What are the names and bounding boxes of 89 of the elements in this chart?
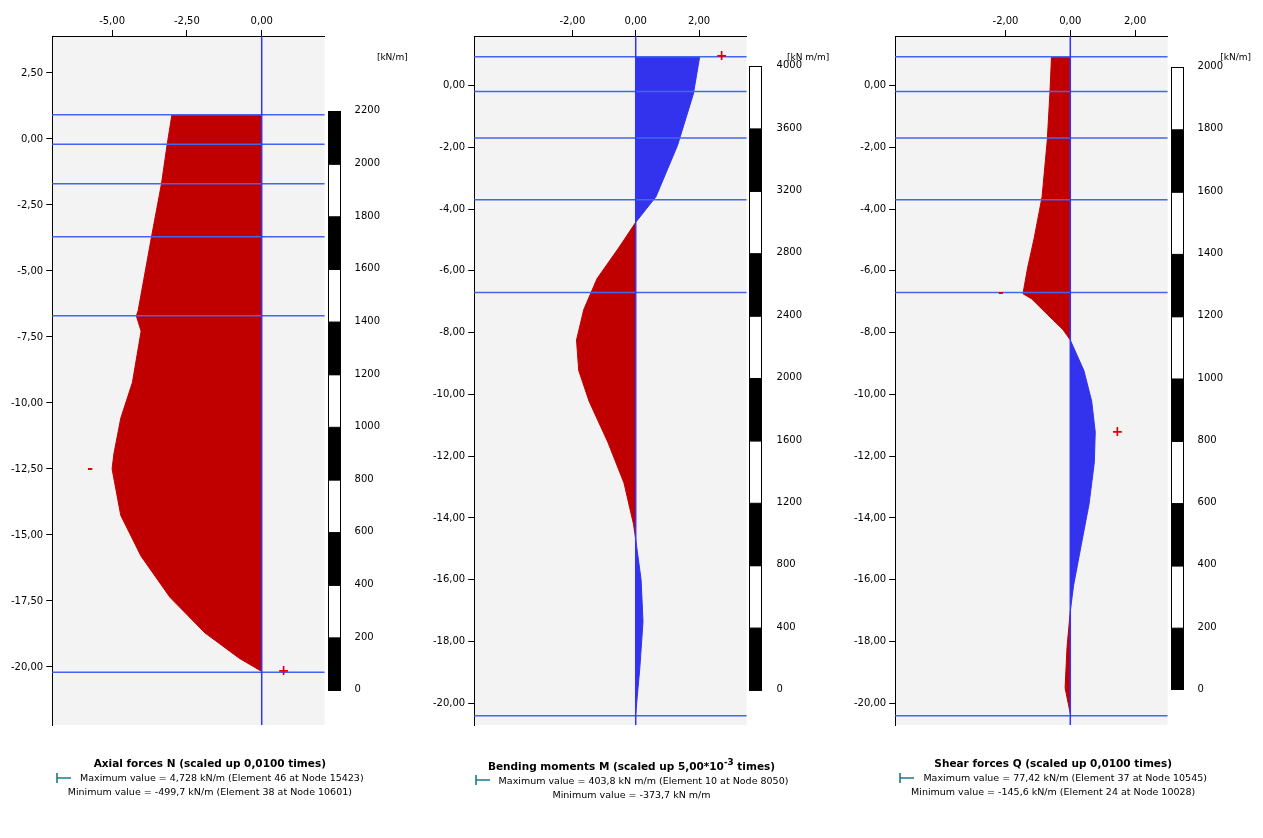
y2-tick-label: 0: [776, 683, 783, 695]
y2-tick-label: 1400: [1197, 247, 1224, 259]
y2-tick-label: 2000: [776, 371, 802, 383]
y2-tick-label: 1400: [354, 314, 380, 326]
text: Minimum value = -373,7 kN m/m: [552, 788, 711, 800]
x-tick-label: -2,00: [559, 14, 586, 26]
y2-tick-label: 800: [1197, 433, 1217, 445]
y2-tick-label: 1600: [776, 433, 802, 445]
y2-tick-label: 2800: [776, 246, 802, 258]
y-tick-label: -15,00: [10, 528, 44, 540]
text: Minimum value = -499,7 kN/m (Element 38 at Node 10601): [67, 786, 352, 797]
y2-tick-label: 1800: [354, 209, 380, 221]
y-tick-label: 0,00: [864, 79, 887, 91]
y-tick-label: -12,00: [854, 449, 887, 461]
y-tick-label: -2,50: [17, 198, 44, 210]
y-tick-label: -16,00: [854, 573, 887, 585]
x-tick-label: 2,00: [687, 14, 710, 26]
text: Maximum value = 403,8 kN m/m (Element 10 at Node 8050): [498, 774, 789, 786]
x-tick-label: 0,00: [1059, 14, 1082, 26]
y-tick-label: -20,00: [432, 696, 465, 708]
y2-tick-label: 200: [1197, 620, 1217, 632]
x-tick-label: 2,00: [1124, 14, 1147, 26]
y2-tick-label: 3200: [776, 184, 802, 196]
text: Shear forces Q (scaled up 0,0100 times): [933, 757, 1173, 769]
x-tick-label: 0,00: [250, 14, 273, 26]
y-tick-label: -4,00: [439, 202, 465, 214]
y-tick-label: -10,00: [854, 388, 887, 399]
y2-tick-label: 2000: [1197, 60, 1224, 72]
y-tick-label: -18,00: [432, 635, 465, 647]
y-tick-label: -6,00: [860, 264, 887, 276]
y-tick-label: -17,50: [10, 594, 44, 606]
y2-tick-label: 1800: [1197, 122, 1224, 134]
y-tick-label: -16,00: [432, 573, 465, 585]
y-tick-label: -20,00: [854, 696, 887, 708]
y-tick-label: -6,00: [439, 264, 465, 276]
y-tick-label: -8,00: [860, 326, 887, 338]
y-tick-label: -12,50: [10, 462, 44, 474]
y2-tick-label: 4000: [776, 59, 802, 71]
y-tick-label: -2,00: [439, 140, 465, 152]
y-tick-label: 0,00: [442, 79, 465, 91]
y2-tick-label: 1200: [354, 367, 380, 379]
y2-tick-label: 200: [354, 630, 374, 642]
text: Axial forces N (scaled up 0,0100 times): [92, 757, 327, 769]
y2-tick-label: 1200: [1197, 309, 1224, 321]
annotation: +: [1111, 422, 1124, 439]
y2-tick-label: 600: [354, 525, 374, 537]
y2-axis-title: [kN/m]: [1220, 52, 1252, 62]
y2-tick-label: 3600: [776, 121, 802, 133]
annotation: -: [998, 284, 1005, 301]
y2-tick-label: 0: [1197, 683, 1205, 695]
y-tick-label: -14,00: [432, 511, 465, 523]
text: Maximum value = 4,728 kN/m (Element 46 at Node 15423): [80, 772, 364, 783]
y2-tick-label: 400: [354, 578, 374, 590]
y-tick-label: -10,00: [432, 388, 465, 399]
y-tick-label: -10,00: [10, 396, 44, 408]
y2-tick-label: 1000: [1197, 371, 1224, 383]
y2-tick-label: 1600: [354, 262, 380, 274]
y2-tick-label: 600: [1197, 496, 1217, 508]
y2-tick-label: 2200: [354, 104, 380, 116]
y-tick-label: -20,00: [10, 660, 44, 672]
y-tick-label: -18,00: [854, 635, 887, 647]
y-tick-label: -14,00: [854, 511, 887, 523]
y2-axis-title: [kN/m]: [376, 52, 408, 62]
y-tick-label: -7,50: [17, 330, 44, 342]
y2-tick-label: 1200: [776, 496, 802, 507]
y2-tick-label: 800: [354, 472, 374, 484]
y2-tick-label: 1000: [354, 420, 380, 432]
x-tick-label: -2,00: [992, 14, 1019, 26]
y2-tick-label: 800: [776, 558, 796, 570]
x-tick-label: 0,00: [624, 14, 647, 26]
y2-tick-label: 0: [354, 683, 361, 695]
y-tick-label: -5,00: [17, 264, 44, 276]
annotation: -: [87, 459, 94, 476]
text: Maximum value = 77,42 kN/m (Element 37 at Node 10545): [923, 772, 1207, 783]
y2-tick-label: 1600: [1197, 184, 1224, 196]
y-tick-label: 0,00: [20, 132, 44, 144]
y2-tick-label: 2000: [354, 156, 380, 168]
y-tick-label: -8,00: [439, 326, 465, 338]
x-tick-label: -2,50: [173, 14, 200, 26]
y-tick-label: -12,00: [432, 449, 465, 461]
y2-tick-label: 400: [776, 620, 796, 632]
text: Bending moments M (scaled up 5,00*10$^{-3}$ times): [486, 757, 777, 772]
text: Minimum value = -145,6 kN/m (Element 24 at Node 10028): [911, 786, 1196, 797]
y-tick-label: -2,00: [860, 140, 887, 152]
y2-tick-label: 400: [1197, 558, 1217, 570]
y2-tick-label: 2400: [776, 308, 802, 320]
x-tick-label: -5,00: [99, 14, 126, 26]
y-tick-label: -4,00: [860, 202, 887, 214]
y-tick-label: 2,50: [20, 66, 44, 78]
